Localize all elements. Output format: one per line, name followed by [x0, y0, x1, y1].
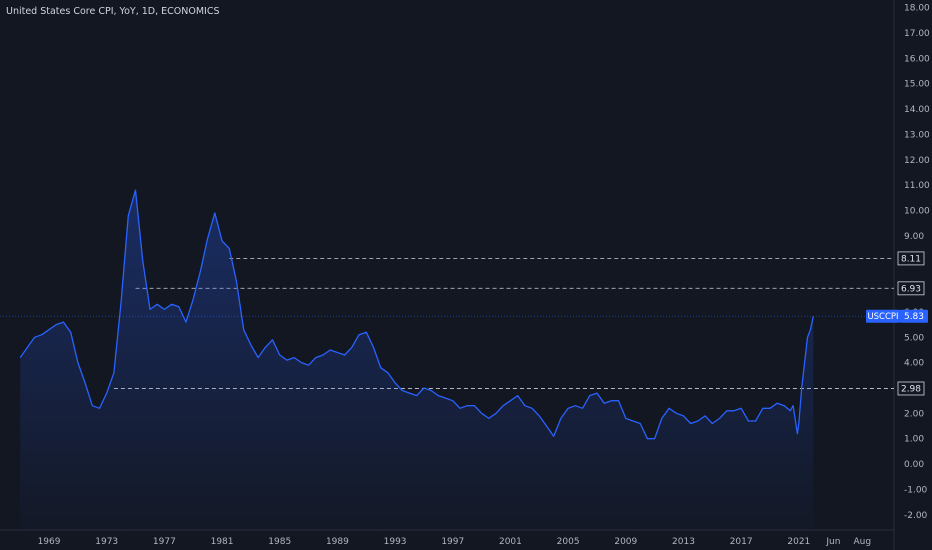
y-tick-label: 5.00	[904, 333, 924, 343]
x-tick-label: 1973	[95, 537, 118, 547]
y-tick-label: 9.00	[904, 232, 924, 242]
y-tick-label: 4.00	[904, 359, 924, 369]
y-tick-label: 18.00	[904, 4, 930, 14]
series-name-label: USCCPI	[867, 312, 898, 322]
y-tick-label: 14.00	[904, 105, 930, 115]
y-tick-label: -1.00	[904, 485, 928, 495]
x-tick-label: Jun	[825, 537, 840, 547]
y-tick-label: -2.00	[904, 511, 928, 521]
reference-badge-label: 6.93	[901, 284, 921, 294]
last-value-badge	[900, 309, 928, 323]
x-tick-label: 2017	[730, 537, 753, 547]
y-tick-label: 11.00	[904, 181, 930, 191]
x-tick-label: 2001	[499, 537, 522, 547]
time-axis: 1969 1973 1977 1981 1985 1989 1993 1997 2001 2005…	[38, 537, 871, 547]
x-tick-label: 1977	[153, 537, 176, 547]
x-tick-label: 2021	[787, 537, 810, 547]
x-tick-label: 2005	[557, 537, 580, 547]
x-tick-label: 1997	[441, 537, 464, 547]
y-tick-label: 2.00	[904, 409, 924, 419]
axis-badges: 8.11 6.93 2.98 USCCPI 5.83	[866, 251, 928, 396]
x-tick-label: 1981	[211, 537, 234, 547]
time-axis-background	[0, 530, 932, 550]
reference-lines	[113, 257, 894, 389]
y-tick-label: 17.00	[904, 29, 930, 39]
reference-badge	[897, 381, 925, 396]
chart-title: United States Core CPI, YoY, 1D, ECONOMI…	[6, 6, 220, 17]
last-value-label: 5.83	[904, 312, 924, 322]
y-tick-label: 10.00	[904, 206, 930, 216]
reference-badge-label: 8.11	[901, 254, 921, 264]
y-tick-label: 1.00	[904, 435, 924, 445]
price-axis-background	[894, 0, 932, 550]
x-tick-label: 1993	[384, 537, 407, 547]
series-area	[20, 190, 814, 530]
y-tick-label: 13.00	[904, 130, 930, 140]
x-tick-label: 1969	[38, 537, 61, 547]
x-tick-label: 2009	[614, 537, 637, 547]
series-name-badge[interactable]	[866, 309, 900, 323]
y-tick-label: 16.00	[904, 54, 930, 64]
y-tick-label: 12.00	[904, 156, 930, 166]
reference-badge	[897, 281, 925, 296]
x-tick-label: 2013	[672, 537, 695, 547]
x-tick-label: Aug	[853, 537, 871, 547]
series-line	[19, 189, 814, 440]
reference-badge	[897, 251, 925, 266]
x-tick-label: 1985	[268, 537, 291, 547]
y-tick-label: 15.00	[904, 80, 930, 90]
y-tick-label: 0.00	[904, 460, 924, 470]
x-tick-label: 1989	[326, 537, 349, 547]
reference-badge-label: 2.98	[901, 384, 921, 394]
